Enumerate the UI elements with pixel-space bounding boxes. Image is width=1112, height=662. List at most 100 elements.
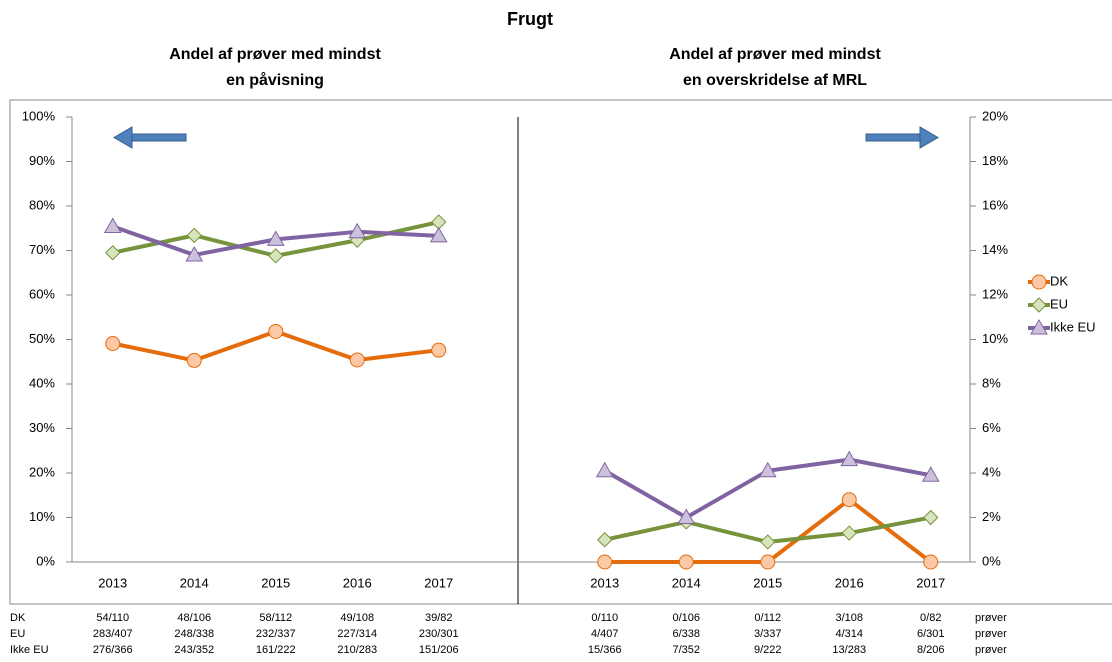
chart-title: Andel af prøver med mindst	[669, 46, 881, 63]
marker	[597, 532, 613, 548]
cell: 49/108	[340, 612, 374, 624]
cell: 54/110	[96, 612, 129, 624]
cell: 0/106	[672, 612, 700, 624]
x-tick-label: 2013	[98, 575, 127, 590]
cell: 6/338	[672, 628, 700, 640]
x-tick-label: 2017	[424, 575, 453, 590]
cell: 4/314	[835, 628, 863, 640]
marker	[595, 461, 614, 478]
y-tick-label: 20%	[29, 464, 55, 479]
marker	[758, 461, 777, 478]
marker	[1031, 297, 1047, 313]
marker	[923, 509, 939, 526]
x-tick-label: 2016	[343, 575, 372, 590]
chart-title: Andel af prøver med mindst	[169, 46, 381, 63]
cell: 3/108	[835, 612, 863, 624]
marker	[431, 342, 447, 358]
y-tick-label: 80%	[29, 197, 55, 212]
marker	[760, 554, 776, 570]
row-unit: prøver	[975, 644, 1007, 656]
cell: 3/337	[754, 628, 782, 640]
y2-tick-label: 8%	[982, 375, 1001, 390]
marker	[921, 466, 940, 482]
arrow-left	[113, 126, 187, 149]
y2-tick-label: 4%	[982, 464, 1001, 479]
y2-tick-label: 16%	[982, 197, 1008, 212]
y-tick-label: 30%	[29, 420, 55, 435]
y2-tick-label: 12%	[982, 286, 1008, 301]
marker	[841, 525, 857, 541]
cell: 276/366	[93, 644, 133, 656]
y2-tick-label: 18%	[982, 153, 1008, 168]
marker	[678, 554, 694, 570]
cell: 48/106	[177, 612, 211, 624]
x-tick-label: 2014	[672, 575, 701, 590]
marker	[1031, 274, 1047, 290]
cell: 283/407	[93, 628, 133, 640]
cell: 151/206	[419, 644, 459, 656]
x-tick-label: 2015	[261, 575, 290, 590]
cell: 230/301	[419, 628, 459, 640]
page-title: Frugt	[507, 9, 553, 29]
y-tick-label: 100%	[22, 108, 56, 123]
chart-title: en overskridelse af MRL	[683, 72, 867, 89]
y-tick-label: 10%	[29, 509, 55, 524]
y-tick-label: 70%	[29, 242, 55, 257]
y-tick-label: 40%	[29, 375, 55, 390]
cell: 6/301	[917, 628, 945, 640]
cell: 4/407	[591, 628, 619, 640]
cell: 15/366	[588, 644, 622, 656]
marker	[105, 245, 121, 261]
marker	[1030, 318, 1048, 335]
legend-label: EU	[1050, 296, 1068, 311]
y2-tick-label: 0%	[982, 553, 1001, 568]
x-tick-label: 2016	[835, 575, 864, 590]
row-label: DK	[10, 612, 26, 624]
marker	[268, 323, 284, 339]
y2-tick-label: 10%	[982, 331, 1008, 346]
marker	[266, 230, 285, 246]
marker	[597, 554, 613, 570]
y2-tick-label: 2%	[982, 509, 1001, 524]
marker	[760, 534, 776, 550]
marker	[186, 227, 202, 244]
frame	[9, 99, 1112, 605]
legend-label: Ikke EU	[1050, 319, 1096, 334]
marker	[185, 245, 204, 262]
row-unit: prøver	[975, 628, 1007, 640]
row-label: EU	[10, 628, 25, 640]
y-tick-label: 60%	[29, 286, 55, 301]
x-tick-label: 2014	[180, 575, 209, 590]
cell: 161/222	[256, 644, 296, 656]
cell: 248/338	[174, 628, 214, 640]
marker	[840, 450, 859, 467]
marker	[677, 508, 696, 524]
chart-title: en påvisning	[226, 71, 324, 89]
x-tick-label: 2017	[916, 575, 945, 590]
cell: 58/112	[259, 612, 292, 624]
cell: 13/283	[832, 644, 866, 656]
cell: 232/337	[256, 628, 296, 640]
cell: 227/314	[337, 628, 377, 640]
y2-tick-label: 20%	[982, 108, 1008, 123]
x-tick-label: 2015	[753, 575, 782, 590]
cell: 243/352	[174, 644, 214, 656]
cell: 7/352	[672, 644, 700, 656]
legend-label: DK	[1050, 273, 1068, 288]
arrow-right	[865, 126, 939, 149]
y-tick-label: 0%	[36, 553, 55, 568]
marker	[841, 492, 857, 508]
x-tick-label: 2013	[590, 575, 619, 590]
marker	[105, 336, 121, 352]
cell: 9/222	[754, 644, 782, 656]
y2-tick-label: 6%	[982, 420, 1001, 435]
y2-tick-label: 14%	[982, 242, 1008, 257]
cell: 0/82	[920, 612, 941, 624]
cell: 8/206	[917, 644, 945, 656]
marker	[923, 554, 939, 570]
y-tick-label: 90%	[29, 153, 55, 168]
cell: 39/82	[425, 612, 453, 624]
marker	[186, 352, 202, 368]
y-tick-label: 50%	[29, 331, 55, 346]
